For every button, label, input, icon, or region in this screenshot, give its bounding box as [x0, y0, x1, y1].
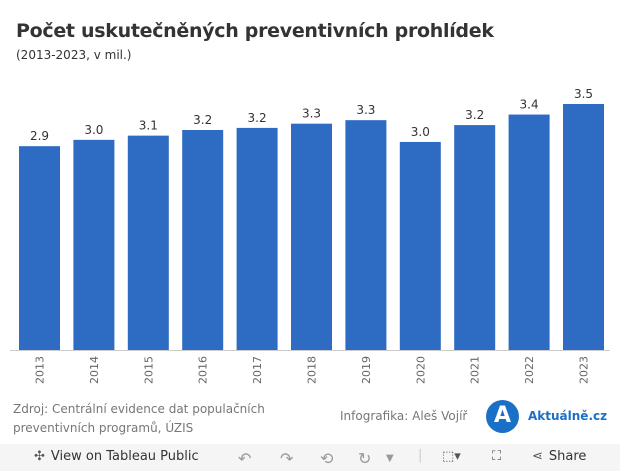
bar-2013[interactable]	[19, 146, 60, 350]
aktualne-logo-text[interactable]: Aktuálně.cz	[528, 409, 608, 423]
fullscreen-icon[interactable]: ⛶	[492, 449, 502, 464]
toolbar-divider: |	[418, 448, 423, 463]
data-label: 3.1	[139, 119, 158, 133]
refresh-icon[interactable]: ↻	[358, 449, 372, 468]
x-tick-label: 2021	[469, 356, 482, 384]
share-button[interactable]: ⋖ Share	[532, 449, 586, 464]
x-tick-label: 2020	[414, 356, 427, 384]
bar-2019[interactable]	[345, 120, 387, 350]
x-tick-label: 2014	[88, 356, 101, 384]
data-label: 3.4	[520, 98, 539, 112]
bar-2020[interactable]	[399, 141, 441, 350]
redo-icon[interactable]: ↷	[280, 449, 294, 468]
bar-2014[interactable]	[73, 139, 115, 350]
x-tick-label: 2017	[251, 356, 264, 384]
dropdown-icon[interactable]: ▼	[386, 453, 394, 464]
undo-icon[interactable]: ↶	[238, 449, 252, 468]
share-label: Share	[548, 449, 587, 464]
bar-2015[interactable]	[127, 135, 169, 350]
tableau-icon: ✣	[34, 449, 45, 464]
bar-2021[interactable]	[454, 125, 496, 350]
x-tick-label: 2018	[306, 356, 319, 384]
x-tick-label: 2023	[578, 356, 591, 384]
bar-2018[interactable]	[291, 123, 332, 351]
data-label: 3.5	[574, 87, 593, 101]
data-label: 3.2	[465, 108, 484, 122]
aktualne-logo[interactable]: A	[486, 400, 519, 433]
data-label: 3.0	[84, 123, 103, 137]
chart-title: Počet uskutečněných preventivních prohlí…	[16, 20, 494, 42]
bar-2017[interactable]	[236, 127, 278, 350]
source-note: Zdroj: Centrální evidence dat populačníc…	[13, 402, 265, 435]
x-tick-label: 2019	[360, 356, 373, 384]
chart-subtitle: (2013-2023, v mil.)	[16, 48, 132, 62]
bar-2022[interactable]	[508, 114, 550, 350]
data-label: 3.2	[248, 111, 267, 125]
data-label: 3.3	[302, 107, 321, 121]
data-label: 2.9	[30, 129, 49, 143]
data-label: 3.2	[193, 113, 212, 127]
revert-icon[interactable]: ⟲	[320, 449, 334, 468]
bar-2016[interactable]	[182, 130, 224, 350]
x-tick-label: 2016	[197, 356, 210, 384]
data-label: 3.0	[411, 125, 430, 139]
view-on-tableau-button[interactable]: ✣ View on Tableau Public	[34, 449, 199, 464]
share-icon: ⋖	[532, 449, 543, 464]
download-icon[interactable]: ⬚▾	[442, 449, 461, 464]
x-tick-label: 2015	[142, 356, 155, 384]
view-on-tableau-label: View on Tableau Public	[50, 449, 199, 464]
bar-2023[interactable]	[563, 104, 604, 350]
data-label: 3.3	[356, 103, 375, 117]
x-tick-label: 2022	[523, 356, 536, 384]
x-tick-label: 2013	[34, 356, 47, 384]
bar-chart: 2.9 2013 3.0 2014 3.1 2015 3.2 2016 3.2 2017 3.3 20…	[10, 87, 610, 384]
tableau-toolbar: ✣ View on Tableau Public ↶ ↷ ⟲ ↻ ▼ | ⬚▾ …	[0, 444, 620, 471]
credit-note: Infografika: Aleš Vojíř	[340, 409, 468, 423]
